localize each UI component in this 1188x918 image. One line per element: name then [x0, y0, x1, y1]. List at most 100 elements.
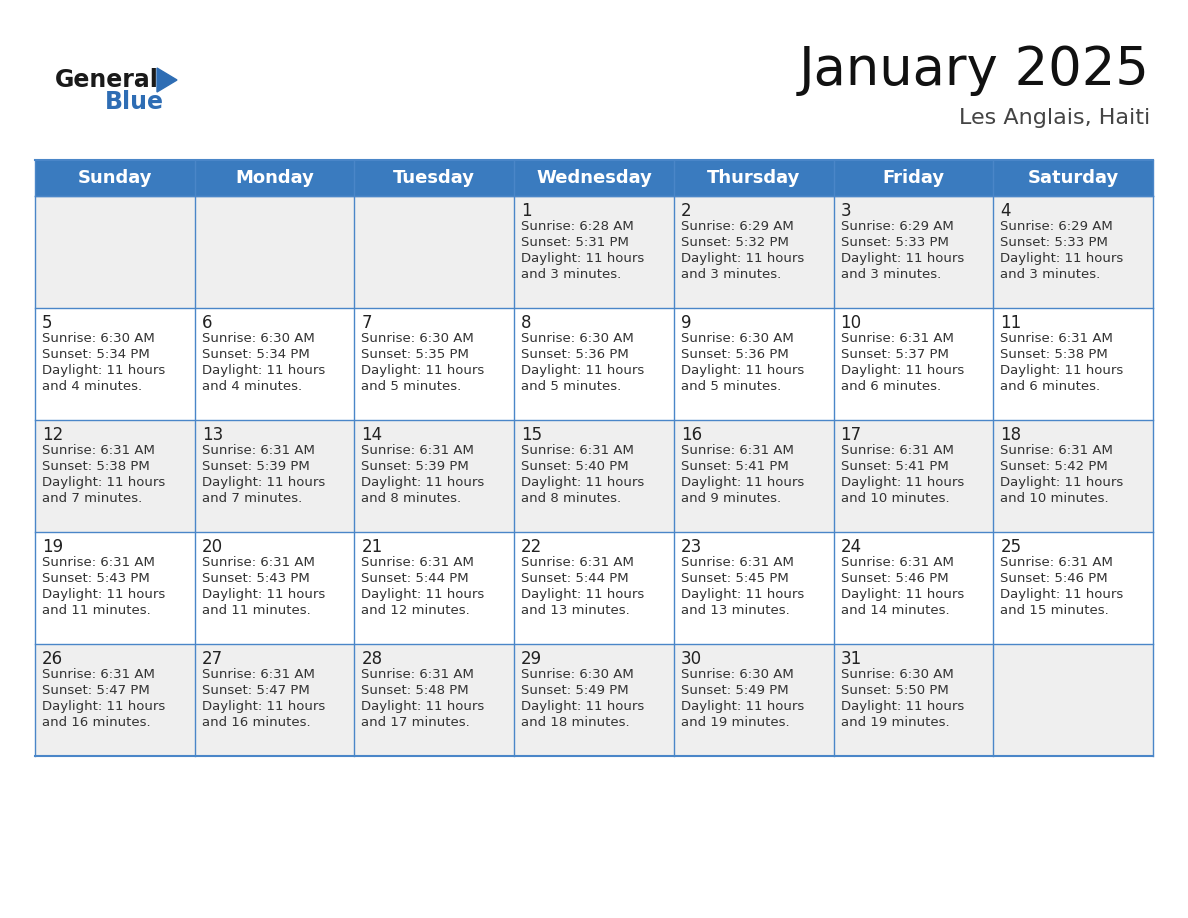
- Text: Friday: Friday: [883, 169, 944, 187]
- Text: and 8 minutes.: and 8 minutes.: [361, 492, 462, 505]
- Text: and 7 minutes.: and 7 minutes.: [202, 492, 302, 505]
- Text: General: General: [55, 68, 159, 92]
- Text: Sunset: 5:35 PM: Sunset: 5:35 PM: [361, 348, 469, 361]
- Text: and 11 minutes.: and 11 minutes.: [202, 604, 310, 617]
- Text: Daylight: 11 hours: Daylight: 11 hours: [681, 364, 804, 377]
- Text: 23: 23: [681, 538, 702, 556]
- Text: and 19 minutes.: and 19 minutes.: [841, 716, 949, 729]
- Text: Sunrise: 6:29 AM: Sunrise: 6:29 AM: [841, 220, 953, 233]
- Text: 28: 28: [361, 650, 383, 668]
- Text: 19: 19: [42, 538, 63, 556]
- Text: and 5 minutes.: and 5 minutes.: [361, 380, 462, 393]
- Text: Daylight: 11 hours: Daylight: 11 hours: [42, 588, 165, 601]
- Text: and 3 minutes.: and 3 minutes.: [1000, 268, 1100, 281]
- Text: and 10 minutes.: and 10 minutes.: [841, 492, 949, 505]
- Text: Sunset: 5:46 PM: Sunset: 5:46 PM: [841, 572, 948, 585]
- Text: and 11 minutes.: and 11 minutes.: [42, 604, 151, 617]
- Text: Daylight: 11 hours: Daylight: 11 hours: [681, 700, 804, 713]
- Text: Daylight: 11 hours: Daylight: 11 hours: [841, 476, 963, 489]
- Text: and 3 minutes.: and 3 minutes.: [841, 268, 941, 281]
- Text: Sunrise: 6:31 AM: Sunrise: 6:31 AM: [1000, 444, 1113, 457]
- Text: 10: 10: [841, 314, 861, 332]
- Text: 26: 26: [42, 650, 63, 668]
- Text: Sunset: 5:37 PM: Sunset: 5:37 PM: [841, 348, 948, 361]
- Text: Daylight: 11 hours: Daylight: 11 hours: [681, 476, 804, 489]
- Text: Sunrise: 6:31 AM: Sunrise: 6:31 AM: [361, 556, 474, 569]
- Text: Sunset: 5:41 PM: Sunset: 5:41 PM: [841, 460, 948, 473]
- Text: Sunday: Sunday: [77, 169, 152, 187]
- Text: and 5 minutes.: and 5 minutes.: [681, 380, 781, 393]
- Text: Sunrise: 6:30 AM: Sunrise: 6:30 AM: [361, 332, 474, 345]
- Text: 21: 21: [361, 538, 383, 556]
- Text: 30: 30: [681, 650, 702, 668]
- Text: Daylight: 11 hours: Daylight: 11 hours: [522, 252, 644, 265]
- Text: Sunrise: 6:31 AM: Sunrise: 6:31 AM: [361, 444, 474, 457]
- Text: 9: 9: [681, 314, 691, 332]
- Text: Sunset: 5:39 PM: Sunset: 5:39 PM: [361, 460, 469, 473]
- Text: Sunrise: 6:29 AM: Sunrise: 6:29 AM: [1000, 220, 1113, 233]
- Bar: [34, 420, 1154, 532]
- Text: Daylight: 11 hours: Daylight: 11 hours: [522, 364, 644, 377]
- Text: Sunset: 5:48 PM: Sunset: 5:48 PM: [361, 684, 469, 697]
- Bar: [34, 644, 1154, 756]
- Text: Sunset: 5:44 PM: Sunset: 5:44 PM: [361, 572, 469, 585]
- Text: and 6 minutes.: and 6 minutes.: [841, 380, 941, 393]
- Text: Daylight: 11 hours: Daylight: 11 hours: [1000, 476, 1124, 489]
- Text: Daylight: 11 hours: Daylight: 11 hours: [1000, 252, 1124, 265]
- Text: Sunrise: 6:31 AM: Sunrise: 6:31 AM: [202, 668, 315, 681]
- Text: 29: 29: [522, 650, 542, 668]
- Text: and 4 minutes.: and 4 minutes.: [42, 380, 143, 393]
- Text: and 12 minutes.: and 12 minutes.: [361, 604, 470, 617]
- Text: Les Anglais, Haiti: Les Anglais, Haiti: [959, 108, 1150, 128]
- Text: Sunset: 5:34 PM: Sunset: 5:34 PM: [42, 348, 150, 361]
- Text: Thursday: Thursday: [707, 169, 801, 187]
- Text: Saturday: Saturday: [1028, 169, 1119, 187]
- Text: and 16 minutes.: and 16 minutes.: [42, 716, 151, 729]
- Text: and 9 minutes.: and 9 minutes.: [681, 492, 781, 505]
- Text: 6: 6: [202, 314, 213, 332]
- Text: Blue: Blue: [105, 90, 164, 114]
- Text: Daylight: 11 hours: Daylight: 11 hours: [681, 252, 804, 265]
- Text: Daylight: 11 hours: Daylight: 11 hours: [361, 364, 485, 377]
- Text: Sunrise: 6:31 AM: Sunrise: 6:31 AM: [522, 556, 634, 569]
- Text: Daylight: 11 hours: Daylight: 11 hours: [841, 588, 963, 601]
- Text: Daylight: 11 hours: Daylight: 11 hours: [361, 476, 485, 489]
- Text: 15: 15: [522, 426, 542, 444]
- Text: Daylight: 11 hours: Daylight: 11 hours: [522, 700, 644, 713]
- Text: Daylight: 11 hours: Daylight: 11 hours: [202, 700, 326, 713]
- Text: Sunset: 5:43 PM: Sunset: 5:43 PM: [42, 572, 150, 585]
- Text: Sunset: 5:49 PM: Sunset: 5:49 PM: [522, 684, 628, 697]
- Text: Tuesday: Tuesday: [393, 169, 475, 187]
- Text: Daylight: 11 hours: Daylight: 11 hours: [202, 476, 326, 489]
- Text: Daylight: 11 hours: Daylight: 11 hours: [841, 700, 963, 713]
- Text: and 10 minutes.: and 10 minutes.: [1000, 492, 1108, 505]
- Text: Sunrise: 6:30 AM: Sunrise: 6:30 AM: [202, 332, 315, 345]
- Text: and 3 minutes.: and 3 minutes.: [522, 268, 621, 281]
- Text: Sunrise: 6:31 AM: Sunrise: 6:31 AM: [42, 444, 154, 457]
- Text: and 19 minutes.: and 19 minutes.: [681, 716, 790, 729]
- Text: Daylight: 11 hours: Daylight: 11 hours: [361, 588, 485, 601]
- Text: and 7 minutes.: and 7 minutes.: [42, 492, 143, 505]
- Text: Sunrise: 6:28 AM: Sunrise: 6:28 AM: [522, 220, 634, 233]
- Text: Sunrise: 6:31 AM: Sunrise: 6:31 AM: [1000, 556, 1113, 569]
- Bar: [34, 196, 1154, 308]
- Text: Daylight: 11 hours: Daylight: 11 hours: [1000, 588, 1124, 601]
- Text: Sunset: 5:39 PM: Sunset: 5:39 PM: [202, 460, 309, 473]
- Text: Daylight: 11 hours: Daylight: 11 hours: [1000, 364, 1124, 377]
- Text: Sunset: 5:44 PM: Sunset: 5:44 PM: [522, 572, 628, 585]
- Text: 14: 14: [361, 426, 383, 444]
- Text: and 16 minutes.: and 16 minutes.: [202, 716, 310, 729]
- Text: 24: 24: [841, 538, 861, 556]
- Text: 7: 7: [361, 314, 372, 332]
- Text: 27: 27: [202, 650, 223, 668]
- Text: and 13 minutes.: and 13 minutes.: [522, 604, 630, 617]
- Text: and 6 minutes.: and 6 minutes.: [1000, 380, 1100, 393]
- Text: Sunset: 5:43 PM: Sunset: 5:43 PM: [202, 572, 309, 585]
- Text: and 15 minutes.: and 15 minutes.: [1000, 604, 1110, 617]
- Text: and 8 minutes.: and 8 minutes.: [522, 492, 621, 505]
- Text: Sunrise: 6:31 AM: Sunrise: 6:31 AM: [1000, 332, 1113, 345]
- Text: Monday: Monday: [235, 169, 314, 187]
- Text: 13: 13: [202, 426, 223, 444]
- Bar: [34, 308, 1154, 420]
- Text: January 2025: January 2025: [800, 44, 1150, 96]
